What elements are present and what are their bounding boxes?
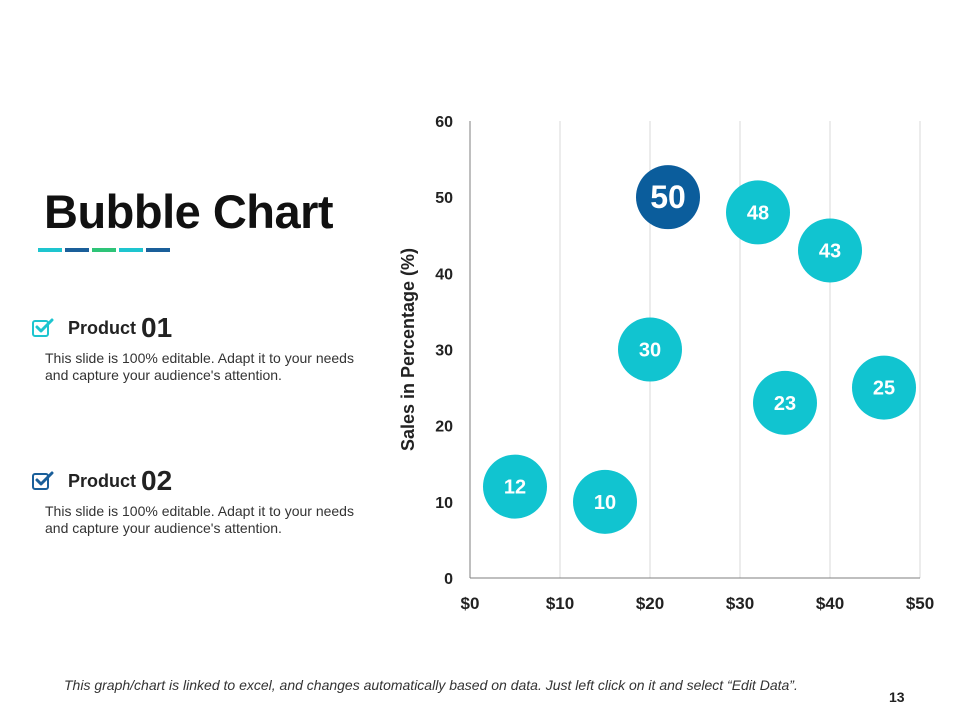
x-tick-label: $10 (546, 594, 574, 613)
product-label: Product (68, 317, 137, 338)
bubble-label: 48 (747, 202, 769, 224)
slide-title: Bubble Chart (44, 185, 334, 238)
product-description: This slide is 100% editable. Adapt it to… (45, 350, 354, 383)
bubble (483, 454, 547, 519)
product-01-block: Product 01 This slide is 100% editable. … (32, 312, 362, 384)
bubble (852, 355, 916, 420)
bubble-label: 12 (504, 477, 526, 499)
underline-segment-2 (65, 248, 89, 252)
x-tick-label: $20 (636, 594, 664, 613)
underline-segment-1 (38, 248, 62, 252)
bubble (618, 317, 682, 382)
y-tick-label: 0 (444, 571, 453, 588)
title-underline-bar (38, 248, 170, 252)
product-number: 01 (141, 312, 173, 343)
underline-segment-5 (146, 248, 170, 252)
y-tick-label: 50 (435, 190, 453, 207)
checkbox-checked-icon (32, 318, 54, 337)
checkbox-checked-icon (32, 471, 54, 490)
bubble-label: 50 (650, 179, 686, 215)
product-label: Product (68, 470, 137, 491)
bubble (726, 180, 790, 245)
x-tick-label: $0 (461, 594, 480, 613)
bubble (636, 165, 700, 230)
x-tick-label: $50 (906, 594, 934, 613)
y-tick-label: 60 (435, 114, 453, 131)
bubble-label: 10 (594, 492, 616, 514)
product-02-block: Product 02 This slide is 100% editable. … (32, 465, 362, 537)
footer-note: This graph/chart is linked to excel, and… (64, 677, 798, 693)
product-description: This slide is 100% editable. Adapt it to… (45, 503, 354, 536)
bubble-label: 30 (639, 340, 661, 362)
bubble-label: 23 (774, 393, 796, 415)
underline-segment-3 (92, 248, 116, 252)
y-axis-title: Sales in Percentage (%) (398, 248, 418, 451)
x-tick-label: $30 (726, 594, 754, 613)
bubble (573, 469, 637, 534)
bubble-label: 25 (873, 378, 895, 400)
y-tick-label: 10 (435, 495, 453, 512)
y-tick-label: 20 (435, 419, 453, 436)
bubble (753, 370, 817, 435)
y-tick-label: 30 (435, 343, 453, 360)
bubble (798, 218, 862, 283)
x-tick-label: $40 (816, 594, 844, 613)
bubble-label: 43 (819, 240, 841, 262)
page-number: 13 (889, 689, 905, 705)
underline-segment-4 (119, 248, 143, 252)
y-tick-label: 40 (435, 266, 453, 283)
product-number: 02 (141, 465, 173, 496)
